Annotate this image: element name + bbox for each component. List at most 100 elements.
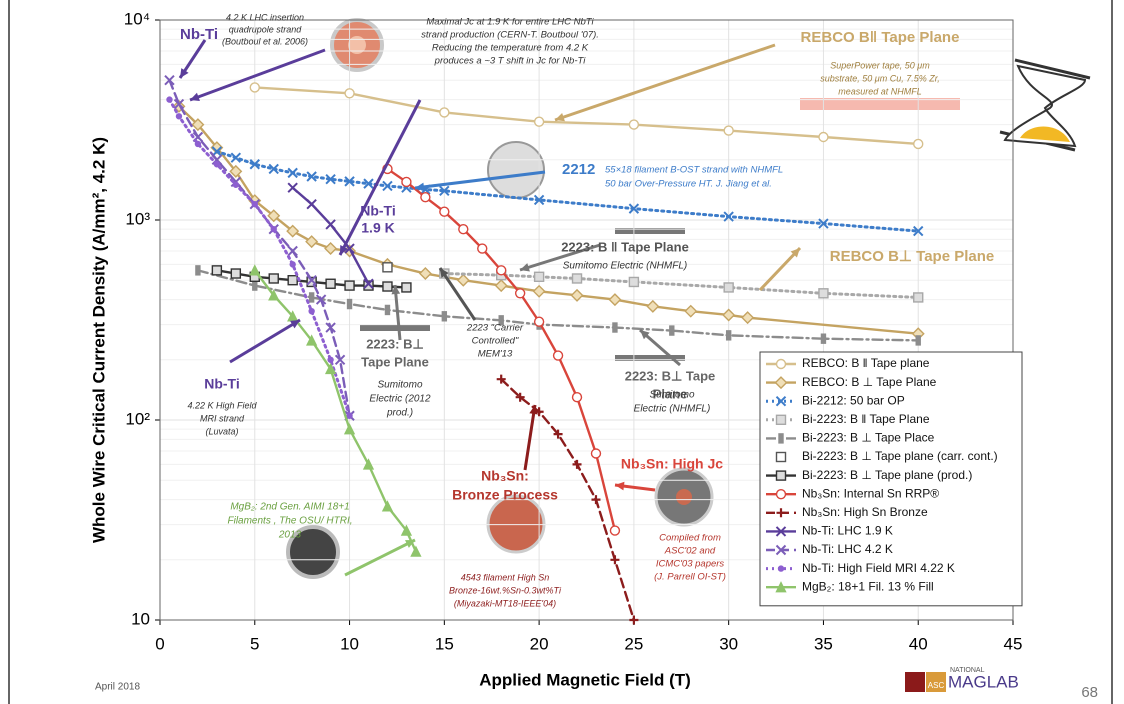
- arrow: [438, 267, 477, 321]
- annotation: REBCO B⊥ Tape Plane: [830, 248, 995, 265]
- legend-label: Nb-Ti: LHC 4.2 K: [802, 542, 893, 556]
- legend-label: REBCO: B ⊥ Tape Plane: [802, 375, 937, 389]
- marker: [646, 299, 660, 313]
- legend-marker: [777, 565, 785, 572]
- logo-mark: ASC: [928, 681, 945, 690]
- y-axis-label: Whole Wire Critical Current Density (A/m…: [89, 137, 108, 543]
- marker: [325, 322, 336, 333]
- series-line: [442, 272, 920, 299]
- marker: [325, 278, 336, 289]
- legend-marker: [775, 526, 787, 537]
- marker: [230, 152, 242, 163]
- legend-label: Bi-2223: B ⊥ Tape plane (prod.): [802, 468, 972, 482]
- icon: [348, 36, 366, 54]
- icon: [676, 489, 692, 505]
- marker: [287, 275, 298, 286]
- annotation: Bronze-16wt.%Sn-0.3wt%Ti: [449, 585, 562, 595]
- annotation: (Boutboul et al. 2006): [222, 36, 308, 46]
- marker: [629, 615, 639, 625]
- marker: [913, 138, 924, 150]
- annotation: 2223 "Carrier: [466, 323, 524, 334]
- marker: [289, 261, 296, 268]
- marker: [344, 88, 355, 99]
- series-line: [215, 150, 920, 233]
- marker: [287, 245, 298, 257]
- marker: [306, 334, 318, 346]
- marker: [268, 163, 279, 175]
- annotation: MgB₂: 2nd Gen. AIMI 18+1: [230, 502, 349, 513]
- legend: REBCO: B ‖ Tape plane REBCO: B ⊥ Tape Pla…: [759, 351, 1023, 607]
- marker: [458, 223, 469, 235]
- marker: [915, 335, 921, 346]
- marker: [382, 262, 393, 273]
- icon: [486, 494, 546, 554]
- marker: [532, 284, 546, 298]
- annotation: 4.2 K LHC insertion: [226, 12, 304, 22]
- marker: [533, 271, 545, 282]
- arrow-shaft: [523, 404, 537, 471]
- marker: [363, 178, 374, 189]
- x-tick-label: 10: [340, 634, 359, 653]
- marker: [723, 282, 734, 293]
- legend-label: Bi-2223: B ⊥ Tape Place: [802, 431, 935, 445]
- marker: [315, 294, 327, 305]
- arrow: [414, 170, 546, 192]
- marker: [401, 176, 412, 188]
- marker: [533, 316, 545, 327]
- marker: [195, 265, 201, 276]
- annotation: measured at NHMFL: [838, 86, 922, 96]
- series-line: [177, 105, 920, 335]
- annotation: Filaments , The OSU/ HTRI,: [227, 516, 352, 527]
- annotation: (Luvata): [205, 426, 238, 436]
- icon: [286, 525, 340, 579]
- arrow-shaft: [519, 243, 601, 272]
- annotation: Bronze Process: [452, 487, 558, 503]
- arrow: [639, 328, 681, 367]
- annotation: substrate, 50 μm Cu, 7.5% Zr,: [820, 73, 939, 83]
- marker: [628, 119, 640, 130]
- arrow-shaft: [414, 170, 546, 190]
- legend-label: Nb-Ti: High Field MRI 4.22 K: [802, 561, 955, 575]
- annotation: Electric (2012: [369, 394, 431, 405]
- annotation: produces a ~3 T shift in Jc for Nb-Ti: [434, 56, 587, 67]
- series-line: [500, 377, 636, 622]
- annotation: SuperPower tape, 50 μm: [830, 60, 930, 70]
- marker: [166, 96, 173, 103]
- arrow: [338, 99, 422, 256]
- legend-box: [759, 351, 1023, 607]
- legend-marker: [775, 544, 787, 556]
- arrow-head: [180, 68, 189, 78]
- arrow: [554, 43, 776, 122]
- marker: [514, 288, 526, 299]
- annotation: ASC'02 and: [664, 546, 716, 557]
- x-tick-label: 20: [530, 634, 549, 653]
- arrow: [614, 481, 656, 492]
- marker: [363, 278, 374, 289]
- marker: [363, 280, 374, 291]
- annotation: 4.22 K High Field: [187, 400, 257, 410]
- annotation: quadrupole strand: [229, 24, 303, 34]
- marker: [913, 225, 924, 237]
- marker: [305, 235, 319, 249]
- arrow-head: [555, 112, 565, 122]
- footer-date: April 2018: [95, 682, 140, 693]
- arrow-shaft: [554, 43, 776, 122]
- legend-marker: [775, 395, 787, 407]
- marker: [725, 330, 732, 341]
- marker: [270, 225, 277, 233]
- annotation: Nb-Ti: [180, 26, 218, 43]
- marker: [439, 185, 450, 196]
- marker: [194, 140, 202, 148]
- arrow: [344, 538, 416, 577]
- logo-big: MAGLAB: [948, 672, 1019, 691]
- marker: [287, 167, 298, 179]
- marker: [362, 458, 375, 470]
- legend-marker: [775, 489, 787, 500]
- y-tick-label: 10²: [125, 409, 150, 428]
- arrow-shaft: [189, 48, 326, 102]
- annotation: ICMC'03 papers: [656, 559, 725, 570]
- arrow-head: [529, 405, 538, 415]
- marker: [251, 200, 258, 208]
- arrow: [391, 284, 402, 341]
- marker: [306, 274, 317, 286]
